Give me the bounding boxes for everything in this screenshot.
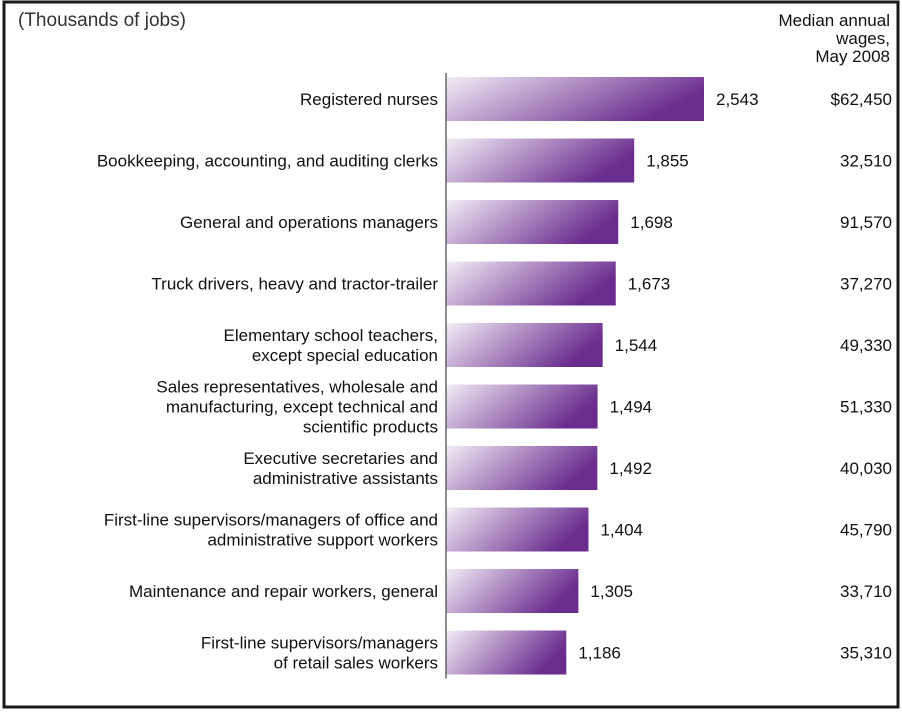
bar-row: 1,855 32,510 Bookkeeping, accounting, and … bbox=[97, 138, 892, 183]
bar bbox=[446, 630, 567, 675]
bar-value-label: 1,492 bbox=[609, 459, 652, 478]
bar-value-label: 1,186 bbox=[578, 644, 621, 663]
bar-row: 1,404 45,790 First-line supervisors/manage… bbox=[104, 507, 892, 552]
bar-row: 1,544 49,330 Elementary school teachers, ex… bbox=[224, 323, 892, 367]
category-label: Maintenance and repair workers, general bbox=[129, 582, 438, 601]
category-label: Registered nurses bbox=[300, 90, 438, 109]
category-label-line: administrative assistants bbox=[253, 469, 438, 488]
category-label-line: Registered nurses bbox=[300, 90, 438, 109]
bar bbox=[446, 384, 598, 429]
wage-label: 32,510 bbox=[840, 152, 892, 171]
category-label-line: manufacturing, except technical and bbox=[166, 398, 438, 417]
bar-row: 1,673 37,270 Truck drivers, heavy and trac… bbox=[151, 261, 892, 306]
category-label: Truck drivers, heavy and tractor-trailer bbox=[151, 275, 438, 294]
wage-label: 35,310 bbox=[840, 644, 892, 663]
bar-value-label: 2,543 bbox=[716, 90, 759, 109]
wage-header-line-2: wages, bbox=[836, 29, 890, 48]
bar bbox=[446, 138, 635, 183]
category-label-line: Sales representatives, wholesale and bbox=[156, 378, 438, 397]
category-label-line: Truck drivers, heavy and tractor-trailer bbox=[151, 275, 438, 294]
bar-value-label: 1,404 bbox=[600, 521, 643, 540]
bar-row: 2,543 $62,450 Registered nurses bbox=[300, 77, 892, 121]
bar bbox=[446, 446, 598, 490]
bar bbox=[446, 200, 619, 244]
category-label-line: of retail sales workers bbox=[274, 654, 438, 673]
wage-label: 91,570 bbox=[840, 213, 892, 232]
category-label: Executive secretaries and administrative … bbox=[243, 449, 438, 488]
category-label-line: scientific products bbox=[303, 418, 438, 437]
wage-label: 45,790 bbox=[840, 521, 892, 540]
category-label-line: First-line supervisors/managers bbox=[201, 634, 438, 653]
category-label: First-line supervisors/managers of retail… bbox=[201, 634, 438, 673]
category-label-line: Executive secretaries and bbox=[243, 449, 438, 468]
bar-value-label: 1,494 bbox=[610, 398, 653, 417]
bar-row: 1,494 51,330 Sales representatives, wholes… bbox=[156, 378, 892, 437]
category-label-line: Elementary school teachers, bbox=[224, 326, 439, 345]
wage-label: $62,450 bbox=[831, 90, 892, 109]
category-label-line: General and operations managers bbox=[180, 213, 438, 232]
bar bbox=[446, 569, 579, 613]
bar bbox=[446, 261, 616, 306]
category-label: Sales representatives, wholesale and manu… bbox=[156, 378, 438, 437]
wage-label: 33,710 bbox=[840, 582, 892, 601]
category-label-line: administrative support workers bbox=[207, 531, 438, 550]
category-label-line: First-line supervisors/managers of offic… bbox=[104, 511, 438, 530]
wage-label: 37,270 bbox=[840, 275, 892, 294]
wage-header-line-3: May 2008 bbox=[815, 47, 890, 66]
category-label-line: Bookkeeping, accounting, and auditing cl… bbox=[97, 152, 438, 171]
bar bbox=[446, 507, 589, 552]
bar-value-label: 1,305 bbox=[590, 582, 633, 601]
bar-value-label: 1,673 bbox=[628, 275, 671, 294]
bar-row: 1,305 33,710 Maintenance and repair worker… bbox=[129, 569, 892, 613]
bar-row: 1,698 91,570 General and operations manage… bbox=[180, 200, 892, 244]
wage-header-line-1: Median annual bbox=[778, 11, 890, 30]
bar-value-label: 1,544 bbox=[615, 336, 658, 355]
category-label-line: Maintenance and repair workers, general bbox=[129, 582, 438, 601]
bars-layer: 2,543 $62,450 Registered nurses 1,855 32,510… bbox=[97, 73, 892, 679]
category-label: First-line supervisors/managers of offic… bbox=[104, 511, 438, 550]
wage-column-header: Median annual wages, May 2008 bbox=[720, 12, 890, 66]
bar bbox=[446, 77, 704, 121]
category-label-line: except special education bbox=[252, 346, 438, 365]
wage-label: 40,030 bbox=[840, 459, 892, 478]
wage-label: 51,330 bbox=[840, 398, 892, 417]
bar-value-label: 1,698 bbox=[630, 213, 673, 232]
bar-row: 1,492 40,030 Executive secretaries and admi… bbox=[243, 446, 892, 490]
bar-value-label: 1,855 bbox=[646, 152, 689, 171]
category-label: Bookkeeping, accounting, and auditing cl… bbox=[97, 152, 438, 171]
category-label: Elementary school teachers, except specia… bbox=[224, 326, 439, 365]
bar-row: 1,186 35,310 First-line supervisors/manage… bbox=[201, 630, 892, 675]
bar bbox=[446, 323, 603, 367]
category-label: General and operations managers bbox=[180, 213, 438, 232]
wage-label: 49,330 bbox=[840, 336, 892, 355]
unit-note: (Thousands of jobs) bbox=[18, 10, 186, 31]
